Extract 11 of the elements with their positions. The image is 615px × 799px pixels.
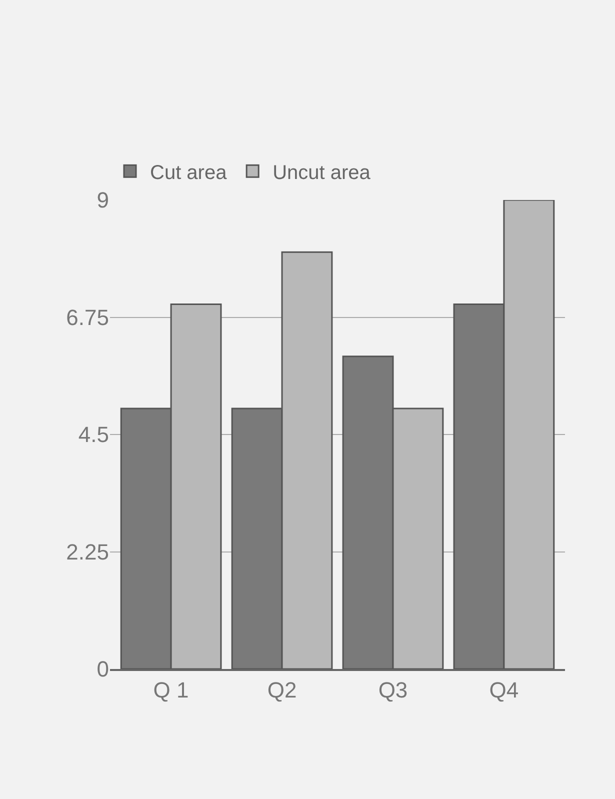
x-tick-label: Q4 (489, 677, 519, 702)
y-tick-label: 2.25 (66, 539, 109, 564)
y-tick-label: 0 (96, 656, 109, 682)
legend-label: Uncut area (272, 162, 372, 184)
y-tick-label: 9 (96, 188, 109, 213)
x-tick-label: Q2 (267, 677, 297, 702)
x-tick-label: Q 1 (153, 677, 189, 702)
x-tick-label: Q3 (378, 677, 408, 702)
y-tick-label: 6.75 (66, 304, 109, 330)
legend-label: Cut area (150, 162, 228, 184)
y-tick-label: 4.5 (78, 422, 109, 448)
